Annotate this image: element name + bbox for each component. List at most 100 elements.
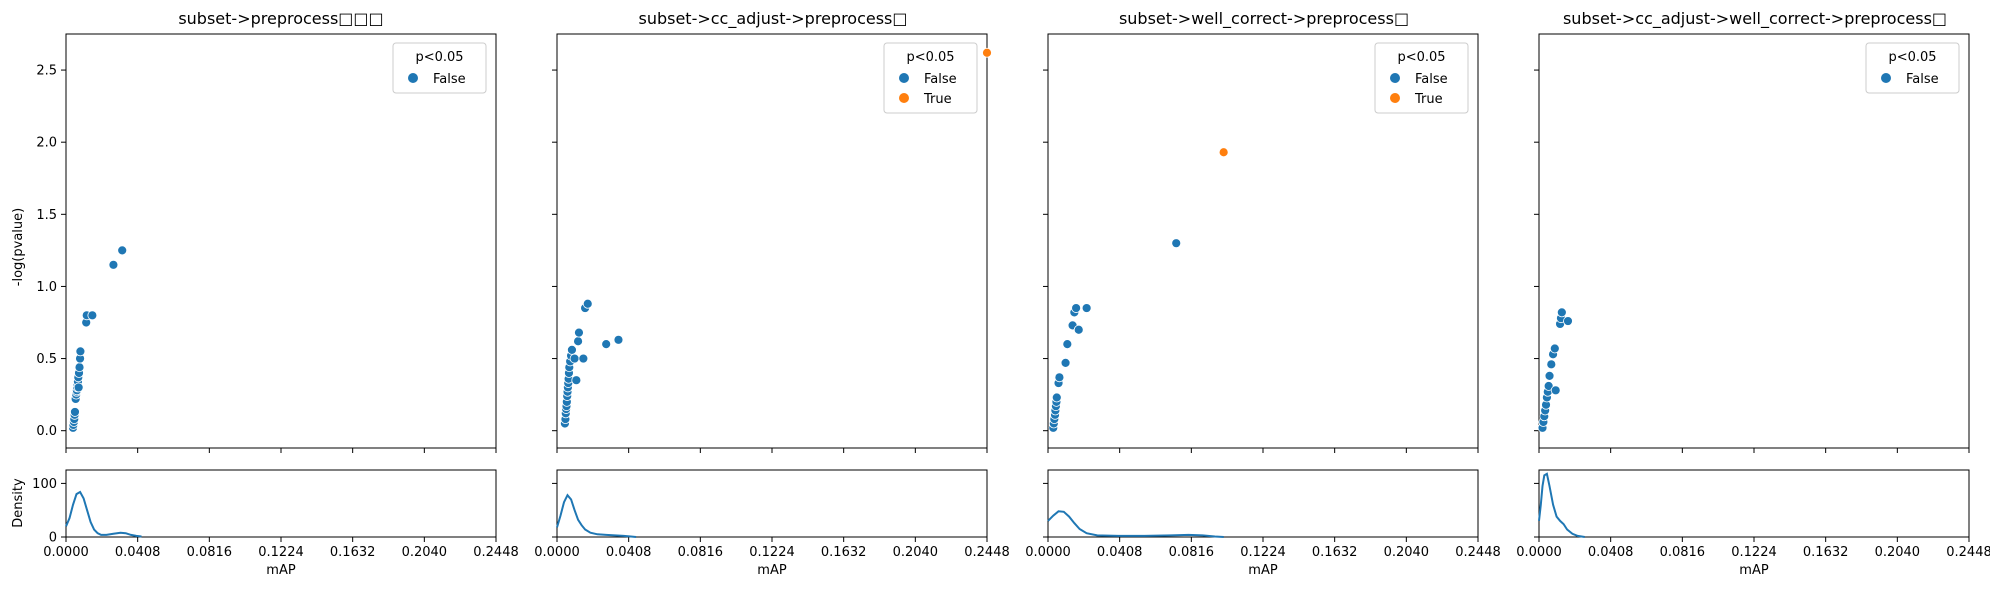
legend-marker: [899, 73, 909, 83]
scatter-axes-frame: [65, 33, 497, 449]
y-tick-label: 1.0: [36, 280, 57, 295]
scatter-axes-frame: [1538, 33, 1970, 449]
legend-marker: [1881, 73, 1891, 83]
legend-marker: [899, 93, 909, 103]
x-tick-label: 0.0816: [187, 545, 233, 560]
x-tick-label: 0.1632: [330, 545, 376, 560]
scatter-point: [571, 375, 582, 386]
scatter-point: [75, 346, 86, 357]
legend-entry: False: [1906, 72, 1939, 87]
x-axis-label: mAP: [1248, 563, 1278, 578]
x-tick-label: 0.2040: [402, 545, 448, 560]
scatter-point: [1543, 381, 1554, 391]
legend-entry: True: [1414, 92, 1443, 107]
density-y-tick-label: 0: [49, 531, 57, 546]
panel-1: subset->preprocess□□□ 0.0 0.5 1.0 1.5 2.0 2.5…: [32, 9, 519, 578]
legend-title: p<0.05: [1888, 50, 1936, 65]
x-tick-label: 0.0816: [1660, 545, 1706, 560]
scatter-point: [1563, 316, 1573, 326]
x-tick-label: 0.2448: [964, 545, 1010, 560]
scatter-point: [1073, 324, 1084, 335]
x-tick-label: 0.1632: [821, 545, 867, 560]
x-tick-label: 0.0000: [1025, 545, 1071, 560]
scatter-point: [117, 245, 128, 256]
density-curve: [1538, 472, 1585, 538]
scatter-point: [1546, 359, 1557, 370]
x-tick-label: 0.0408: [1097, 545, 1143, 560]
y-tick-label: 0.5: [36, 352, 57, 367]
panel-title: subset->well_correct->preprocess□: [1119, 9, 1409, 29]
panel-title: subset->cc_adjust->preprocess□: [638, 9, 907, 29]
x-axis-label: mAP: [757, 563, 787, 578]
density-curve: [1047, 510, 1224, 538]
scatter-point: [1062, 339, 1073, 350]
density-axes-frame: [65, 469, 497, 538]
panel-2: subset->cc_adjust->preprocess□ 0.0000 0.0…: [534, 9, 1010, 578]
legend-title: p<0.05: [906, 50, 954, 65]
scatter-point: [1544, 370, 1555, 381]
density-axes-frame: [556, 469, 988, 538]
x-tick-label: 0.1224: [749, 545, 795, 560]
x-tick-label: 0.2040: [1384, 545, 1430, 560]
y-axis-label: -log(pvalue): [11, 208, 26, 286]
scatter-point: [578, 353, 589, 364]
scatter-point: [1218, 147, 1229, 158]
legend-marker: [408, 73, 418, 83]
y-tick-label: 0.0: [36, 424, 57, 439]
panel-title: subset->preprocess□□□: [178, 9, 383, 28]
density-axes-frame: [1538, 469, 1970, 538]
x-tick-label: 0.0408: [115, 545, 161, 560]
scatter-point: [567, 345, 577, 355]
density-axis-label: Density: [11, 478, 26, 528]
panel-4: subset->cc_adjust->well_correct->preproc…: [1516, 9, 1990, 578]
x-tick-label: 0.1224: [1240, 545, 1286, 560]
x-tick-label: 0.0000: [1516, 545, 1562, 560]
scatter-point: [1550, 385, 1561, 396]
x-tick-label: 0.2040: [893, 545, 939, 560]
x-tick-label: 0.2448: [1455, 545, 1501, 560]
scatter-point: [1071, 303, 1082, 313]
legend-title: p<0.05: [415, 50, 463, 65]
legend-entry: False: [1415, 72, 1448, 87]
panel-3: subset->well_correct->preprocess□ 0.0000…: [1025, 9, 1501, 578]
scatter-point: [73, 382, 84, 393]
legend-marker: [1390, 73, 1400, 83]
density-curve: [65, 490, 142, 538]
y-tick-label: 1.5: [36, 208, 57, 223]
legend-entry: True: [923, 92, 952, 107]
scatter-point: [613, 334, 624, 345]
x-tick-label: 0.0408: [606, 545, 652, 560]
x-axis-label: mAP: [266, 563, 296, 578]
scatter-point: [1054, 372, 1065, 383]
x-tick-label: 0.1224: [258, 545, 304, 560]
scatter-point: [569, 353, 580, 364]
x-tick-label: 0.0000: [43, 545, 89, 560]
x-tick-label: 0.0408: [1588, 545, 1634, 560]
y-tick-label: 2.0: [36, 136, 57, 151]
scatter-point: [108, 259, 119, 270]
scatter-point: [582, 298, 593, 309]
x-tick-label: 0.1632: [1803, 545, 1849, 560]
panel-title: subset->cc_adjust->well_correct->preproc…: [1563, 9, 1947, 29]
scatter-point: [70, 407, 80, 417]
legend-marker: [1390, 93, 1400, 103]
scatter-point: [1051, 392, 1062, 403]
scatter-point: [87, 310, 98, 321]
x-tick-label: 0.2040: [1875, 545, 1921, 560]
x-tick-label: 0.0816: [1169, 545, 1215, 560]
y-tick-label: 2.5: [36, 64, 57, 79]
x-tick-label: 0.1632: [1312, 545, 1358, 560]
scatter-point: [74, 362, 85, 373]
scatter-point: [1549, 343, 1560, 354]
density-y-tick-label: 100: [32, 477, 57, 492]
x-tick-label: 0.0816: [678, 545, 724, 560]
x-tick-label: 0.2448: [473, 545, 519, 560]
density-axes-frame: [1047, 469, 1479, 538]
scatter-point: [574, 327, 584, 338]
x-tick-label: 0.1224: [1731, 545, 1777, 560]
legend-entry: False: [924, 72, 957, 87]
scatter-point: [982, 47, 992, 58]
density-curve: [556, 493, 637, 538]
legend-entry: False: [433, 72, 466, 87]
